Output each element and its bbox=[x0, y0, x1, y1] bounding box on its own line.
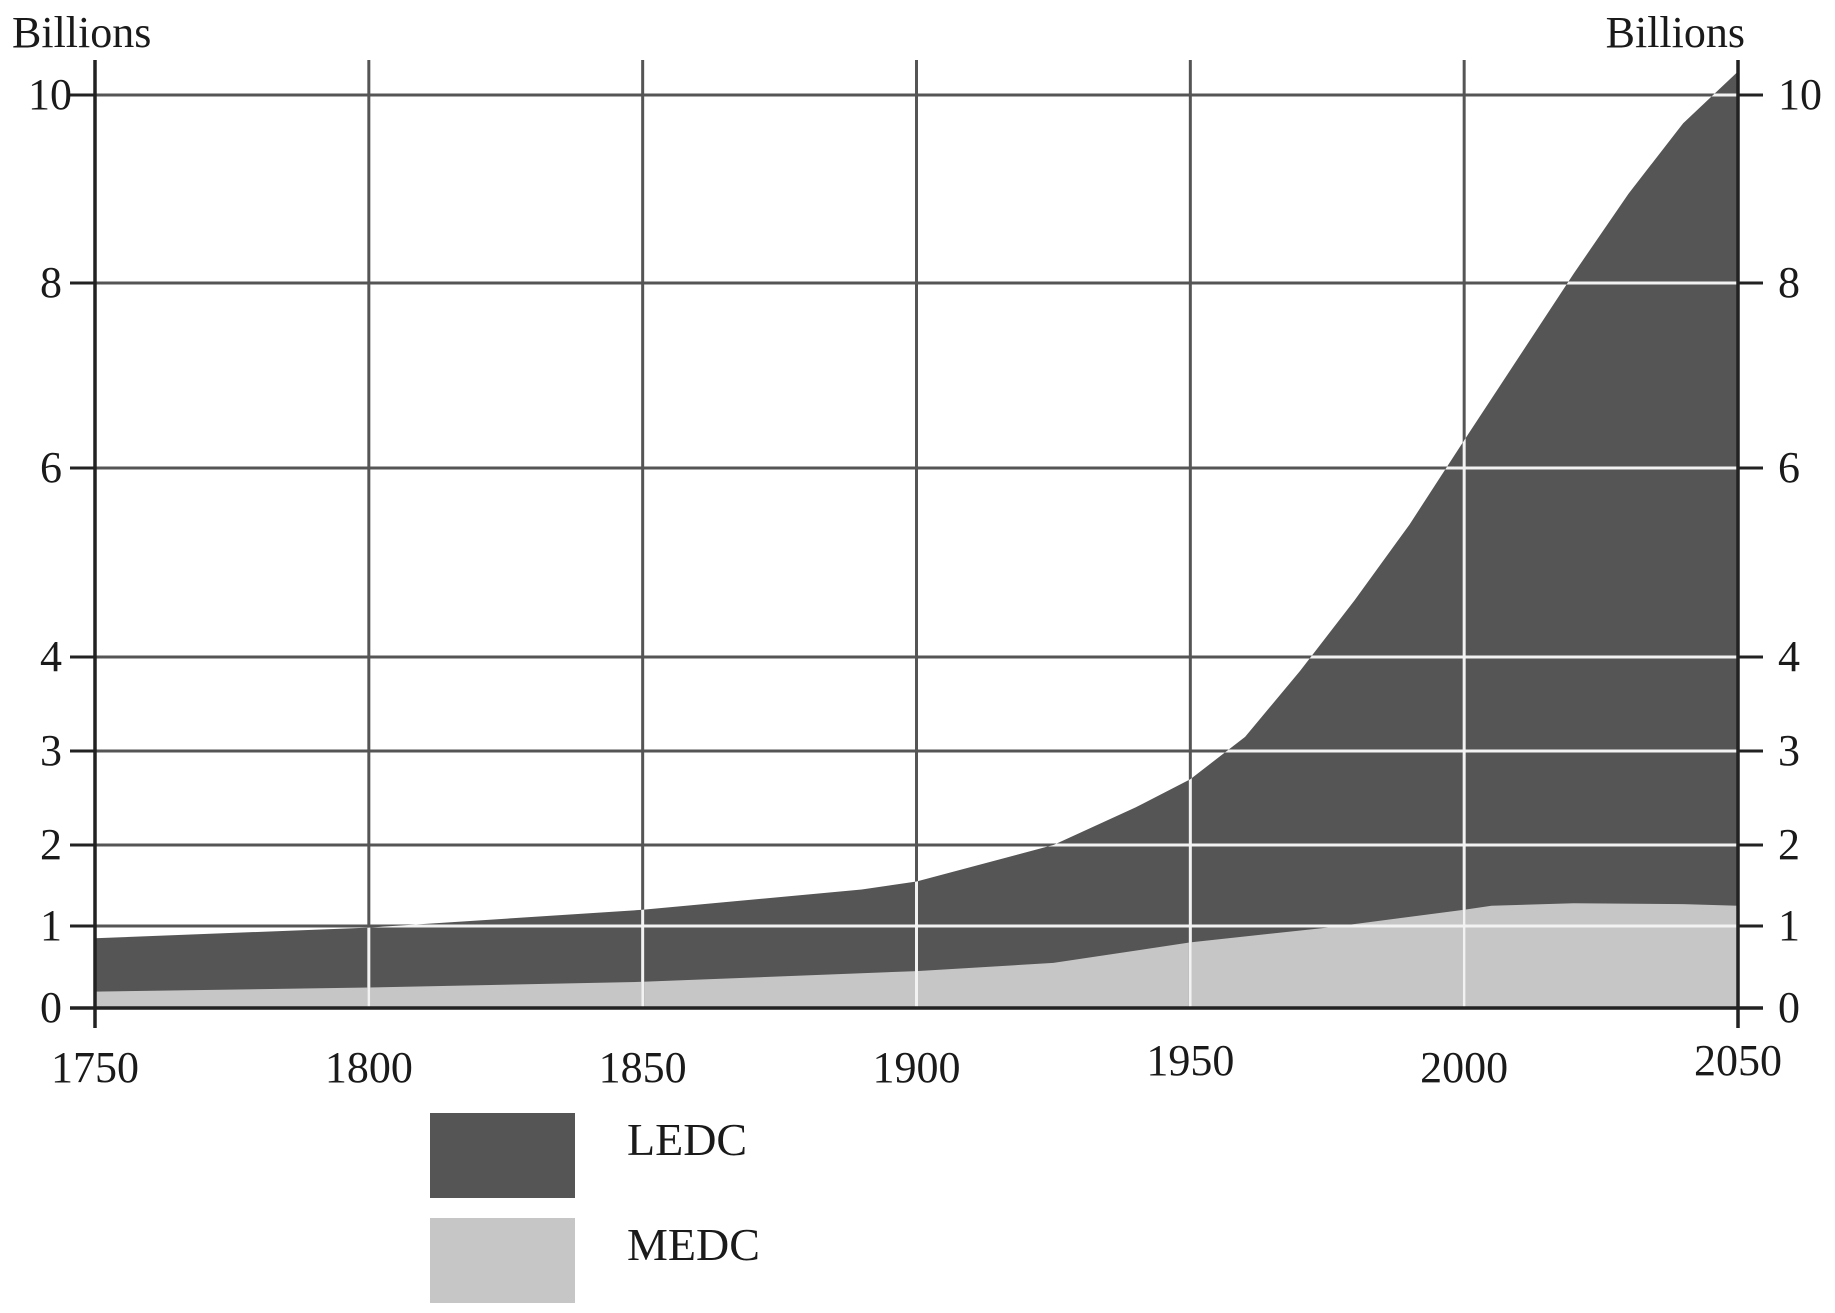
y-tick-label-right-10: 10 bbox=[1778, 70, 1822, 119]
y-tick-label-right-4: 4 bbox=[1778, 632, 1800, 681]
y-tick-label-left-1: 1 bbox=[40, 901, 62, 950]
area-layer bbox=[95, 71, 1738, 1008]
y-tick-label-left-3: 3 bbox=[40, 726, 62, 775]
legend-label-medc: MEDC bbox=[627, 1219, 760, 1270]
y-tick-label-right-2: 2 bbox=[1778, 820, 1800, 869]
y-tick-label-left-0: 0 bbox=[40, 983, 62, 1032]
y-tick-label-right-6: 6 bbox=[1778, 443, 1800, 492]
y-axis-title-right: Billions bbox=[1606, 8, 1745, 57]
y-tick-label-right-8: 8 bbox=[1778, 258, 1800, 307]
legend-label-ledc: LEDC bbox=[627, 1114, 747, 1165]
y-tick-label-right-1: 1 bbox=[1778, 901, 1800, 950]
x-tick-label-2000: 2000 bbox=[1420, 1043, 1508, 1092]
axis-labels: Billions Billions 0 0 1 1 2 2 3 3 4 4 6 6 8 8 10 10 1750 18… bbox=[12, 8, 1822, 1092]
y-tick-label-left-6: 6 bbox=[40, 443, 62, 492]
legend: LEDC MEDC bbox=[430, 1113, 760, 1303]
series-medc-area bbox=[95, 903, 1738, 1008]
series-ledc-area bbox=[95, 71, 1738, 1008]
x-tick-label-1900: 1900 bbox=[873, 1043, 961, 1092]
x-tick-label-2050: 2050 bbox=[1694, 1036, 1782, 1085]
y-axis-title-left: Billions bbox=[12, 8, 151, 57]
x-tick-label-1950: 1950 bbox=[1146, 1036, 1234, 1085]
axes bbox=[70, 60, 1763, 1028]
x-tick-label-1850: 1850 bbox=[599, 1043, 687, 1092]
y-tick-label-left-2: 2 bbox=[40, 820, 62, 869]
y-tick-label-left-4: 4 bbox=[40, 632, 62, 681]
legend-swatch-ledc bbox=[430, 1113, 575, 1198]
y-tick-label-right-0: 0 bbox=[1778, 983, 1800, 1032]
x-tick-label-1750: 1750 bbox=[51, 1043, 139, 1092]
y-tick-label-left-8: 8 bbox=[40, 258, 62, 307]
legend-swatch-medc bbox=[430, 1218, 575, 1303]
y-tick-label-left-10: 10 bbox=[28, 70, 72, 119]
y-tick-label-right-3: 3 bbox=[1778, 726, 1800, 775]
x-tick-label-1800: 1800 bbox=[325, 1043, 413, 1092]
